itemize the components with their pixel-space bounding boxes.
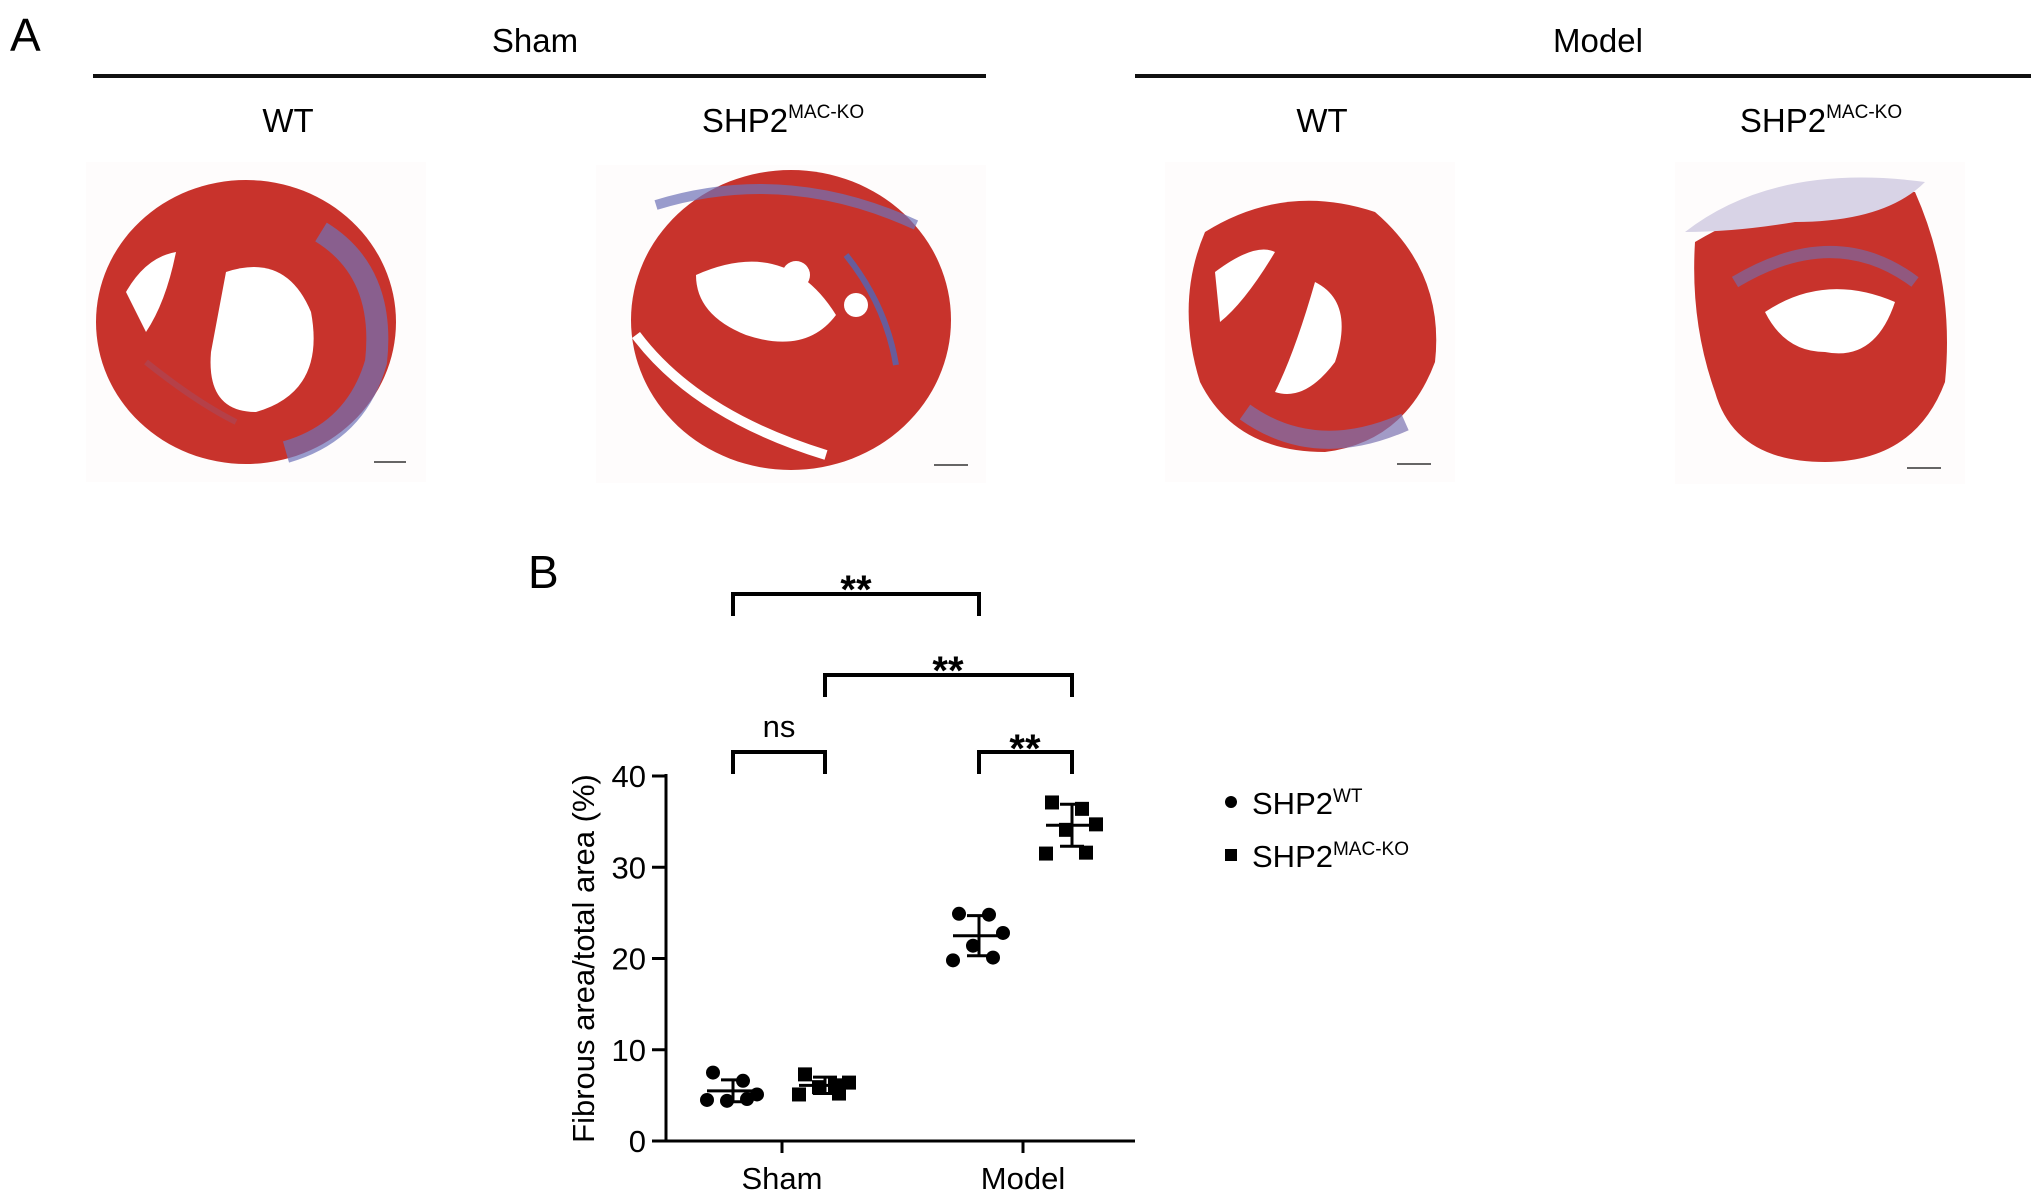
data-point — [952, 906, 966, 921]
data-point — [720, 1093, 734, 1108]
significance-label: ** — [1009, 727, 1041, 771]
significance-bracket — [977, 750, 1074, 774]
data-point — [798, 1067, 812, 1082]
col-label-base: SHP2 — [1739, 102, 1827, 139]
significance-label: ** — [932, 649, 964, 693]
x-tick-label: Model — [981, 1161, 1065, 1196]
data-point — [832, 1086, 846, 1101]
col-label-model-wt: WT — [1142, 102, 1502, 140]
panel-a-letter: A — [10, 9, 41, 61]
data-point — [1039, 846, 1053, 861]
group-rule-sham — [93, 74, 986, 78]
legend-marker — [1225, 849, 1237, 861]
y-tick-label: 30 — [612, 850, 646, 885]
data-point — [982, 907, 996, 922]
x-tick-label: Sham — [742, 1161, 823, 1196]
col-label-base: SHP2 — [701, 102, 789, 139]
y-tick-label: 0 — [629, 1124, 646, 1159]
panel-b-letter: B — [528, 546, 559, 598]
data-point — [986, 950, 1000, 965]
legend-entry: SHP2WT — [1252, 786, 1363, 821]
significance-bracket — [731, 750, 827, 774]
data-point — [1089, 817, 1103, 832]
data-point — [740, 1092, 754, 1107]
y-tick-label: 40 — [612, 759, 646, 794]
y-tick-label: 20 — [612, 942, 646, 977]
significance-label: ** — [840, 568, 872, 612]
col-label-base: WT — [1296, 102, 1348, 139]
data-point — [1059, 822, 1073, 837]
group-rule-model — [1135, 74, 2031, 78]
data-point — [842, 1075, 856, 1090]
data-point — [946, 953, 960, 968]
col-label-sup: MAC-KO — [1826, 102, 1903, 123]
significance-bracket — [731, 592, 981, 616]
data-point — [792, 1087, 806, 1102]
group-title-sham: Sham — [491, 22, 579, 59]
tissue-image-sham-ko — [596, 165, 986, 483]
data-point — [700, 1092, 714, 1107]
group-title-model: Model — [1553, 22, 1643, 59]
tissue-image-sham-wt — [86, 162, 426, 482]
significance-bracket — [823, 673, 1074, 697]
legend-entry: SHP2MAC-KO — [1252, 839, 1409, 874]
data-point — [1079, 845, 1093, 860]
data-point — [812, 1080, 826, 1095]
data-point — [706, 1065, 720, 1080]
tissue-image-model-wt — [1165, 162, 1455, 482]
data-point — [966, 938, 980, 953]
col-label-sham-wt: WT — [108, 102, 468, 140]
data-point — [1075, 801, 1089, 816]
data-point — [996, 925, 1010, 940]
data-point — [736, 1073, 750, 1088]
data-point — [1045, 795, 1059, 810]
tissue-image-model-ko — [1675, 162, 1965, 484]
legend-marker — [1225, 796, 1237, 808]
col-label-base: WT — [262, 102, 314, 139]
y-tick-label: 10 — [612, 1033, 646, 1068]
col-label-model-ko: SHP2MAC-KO — [1641, 102, 2001, 140]
col-label-sup: MAC-KO — [788, 102, 865, 123]
significance-label: ns — [763, 709, 796, 744]
col-label-sham-ko: SHP2MAC-KO — [603, 102, 963, 140]
y-axis-label: Fibrous area/total area (%) — [566, 774, 601, 1143]
